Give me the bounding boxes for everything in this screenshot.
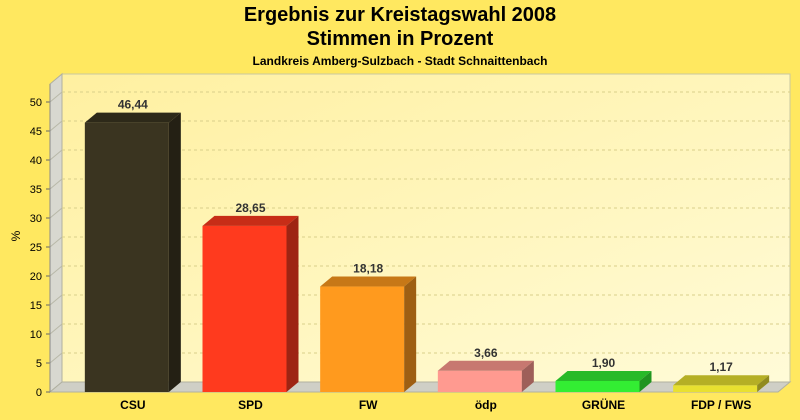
bar-top [84,112,181,123]
bar-top [437,360,534,371]
data-label: 1,17 [709,360,733,374]
y-axis-label: % [9,230,23,241]
chart-title: Ergebnis zur Kreistagswahl 2008 [243,4,557,26]
plot-side-wall [49,72,63,394]
y-tick-label: 45 [30,126,42,138]
y-tick-label: 5 [36,358,42,370]
bar-side [286,215,299,392]
bar [437,370,522,392]
bar-side [404,276,417,392]
data-label: 46,44 [118,98,148,112]
y-tick-label: 15 [30,300,42,312]
y-tick-label: 35 [30,184,42,196]
gridline-side [49,91,63,103]
data-label: 3,66 [474,346,498,360]
y-tick-label: 40 [30,155,42,167]
data-label: 1,90 [592,356,616,370]
bar-top [555,370,652,381]
data-label: 28,65 [235,201,265,215]
bar [202,225,287,392]
x-tick-label: FDP / FWS [691,398,751,412]
gridline-side [49,294,63,306]
gridline-side [49,236,63,248]
bar-top [202,215,299,226]
y-tick-label: 50 [30,97,42,109]
bar [320,286,405,392]
gridline-side [49,352,63,364]
bar-top [673,375,770,386]
bar [84,122,169,392]
bar-side [521,360,534,392]
y-tick-label: 25 [30,242,42,254]
bar [673,385,758,392]
y-tick-label: 0 [36,387,42,399]
chart-caption: Landkreis Amberg-Sulzbach - Stadt Schnai… [252,54,548,68]
data-label: 18,18 [353,262,383,276]
bar-top [320,276,417,287]
y-tick-label: 10 [30,329,42,341]
bar [555,380,640,392]
gridline-side [49,178,63,190]
x-tick-label: CSU [120,398,145,412]
x-tick-label: GRÜNE [582,397,625,412]
x-tick-label: ödp [475,398,497,412]
y-tick-label: 20 [30,271,42,283]
gridline-side [49,323,63,335]
y-tick-label: 30 [30,213,42,225]
gridline-side [49,265,63,277]
bar-side [757,375,770,392]
gridline-side [49,207,63,219]
gridline-side [49,120,63,132]
chart-subtitle: Stimmen in Prozent [306,28,494,50]
bar-side [639,370,652,392]
x-tick-label: SPD [238,398,263,412]
bar-side [168,112,181,392]
x-tick-label: FW [359,398,378,412]
gridline-side [49,149,63,161]
